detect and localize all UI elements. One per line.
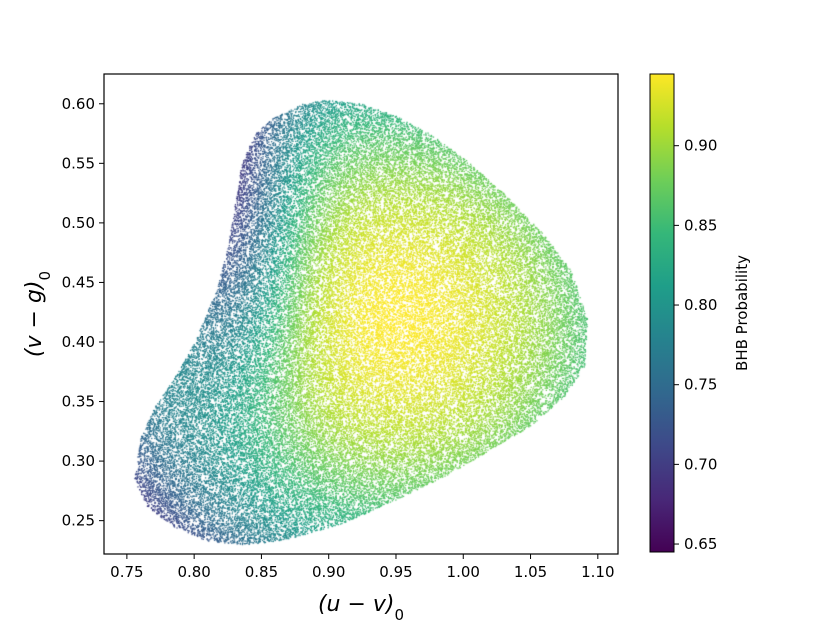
x-tick-label: 0.85 (245, 563, 278, 581)
x-tick-label: 0.80 (177, 563, 210, 581)
y-tick-label: 0.45 (62, 273, 95, 291)
x-axis: 0.75 0.80 0.85 0.90 0.95 1.00 1.05 1.10 (110, 554, 615, 581)
x-axis-title: (u − v)0 (318, 592, 404, 623)
y-axis-title: (v − g)0 (22, 271, 54, 357)
y-tick-label: 0.35 (62, 393, 95, 411)
colorbar-tick-label: 0.75 (684, 376, 717, 394)
x-tick-label: 0.75 (110, 563, 143, 581)
colorbar-tick-label: 0.85 (684, 216, 717, 234)
x-tick-label: 0.95 (379, 563, 412, 581)
colorbar-tick-label: 0.70 (684, 455, 717, 473)
x-tick-label: 1.10 (581, 563, 614, 581)
y-tick-label: 0.50 (62, 214, 95, 232)
y-tick-label: 0.60 (62, 95, 95, 113)
x-tick-label: 1.05 (514, 563, 547, 581)
colorbar-tick-label: 0.80 (684, 296, 717, 314)
scatter-points (104, 74, 618, 554)
plot-frame (103, 73, 619, 555)
colorbar-axis: 0.65 0.70 0.75 0.80 0.85 0.90 (674, 137, 717, 553)
colorbar-tick-label: 0.90 (684, 137, 717, 155)
y-tick-label: 0.55 (62, 154, 95, 172)
y-tick-label: 0.40 (62, 333, 95, 351)
y-axis: 0.25 0.30 0.35 0.40 0.45 0.50 0.55 0.60 (62, 95, 104, 530)
y-tick-label: 0.30 (62, 452, 95, 470)
x-tick-label: 1.00 (447, 563, 480, 581)
x-tick-label: 0.90 (312, 563, 345, 581)
y-tick-label: 0.25 (62, 512, 95, 530)
colorbar (649, 73, 675, 553)
colorbar-tick-label: 0.65 (684, 535, 717, 553)
colorbar-title: BHB Probability (733, 255, 751, 371)
